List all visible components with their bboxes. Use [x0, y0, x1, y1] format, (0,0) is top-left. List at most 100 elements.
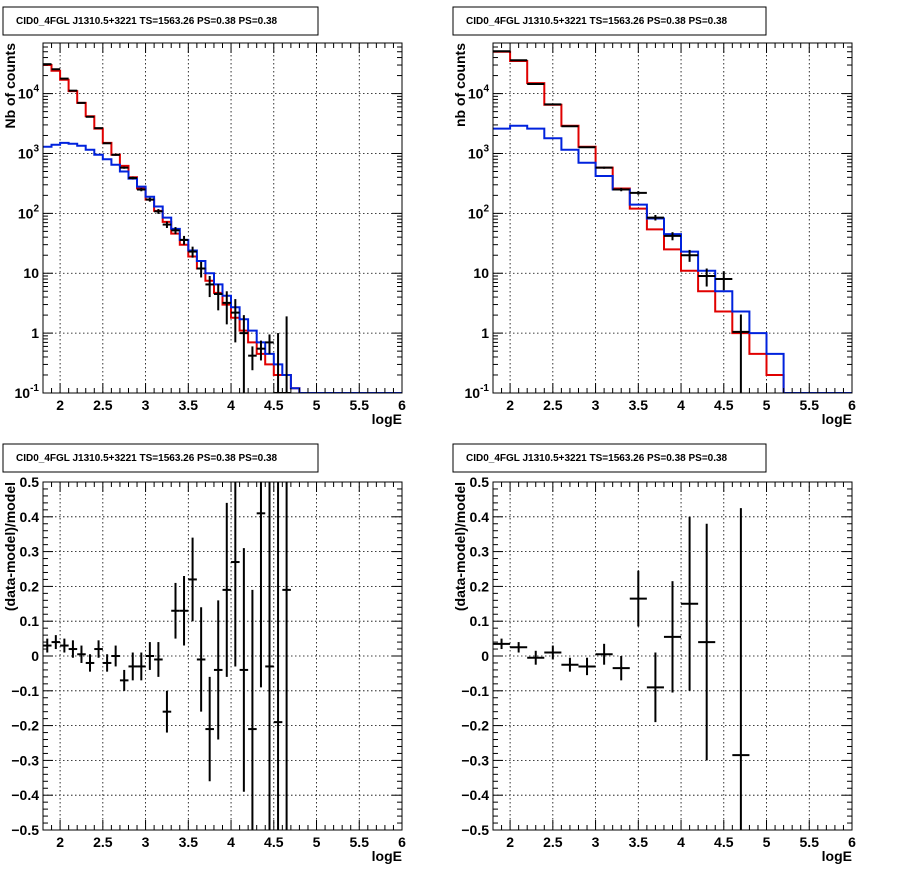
x-tick-label: 4 — [677, 834, 685, 850]
x-tick-label: 4.5 — [264, 397, 284, 413]
y-tick-label: 103 — [468, 143, 490, 161]
data-point — [145, 642, 155, 670]
x-tick-label: 5.5 — [350, 834, 370, 850]
data-point — [239, 548, 249, 792]
data-point — [578, 146, 596, 149]
data-point — [561, 125, 579, 128]
y-axis-label: nb of counts — [452, 43, 468, 127]
panel-title-box — [452, 6, 767, 36]
data-point — [213, 284, 223, 311]
data-point — [544, 645, 562, 660]
data-point — [196, 607, 206, 712]
x-tick-label: 3 — [592, 834, 600, 850]
y-tick-exponent: 3 — [483, 143, 489, 154]
panel-title-box — [2, 6, 319, 36]
x-tick-label: 2 — [56, 834, 64, 850]
ticks — [492, 42, 853, 394]
data-point — [248, 589, 257, 830]
source-model-histogram — [493, 124, 852, 393]
panel-title: CID0_4FGL J1310.5+3221 TS=1563.26 PS=0.3… — [16, 453, 278, 464]
x-axis-label: logE — [822, 411, 852, 427]
y-tick-label: 104 — [18, 84, 40, 102]
x-tick-label: 5.5 — [350, 397, 370, 413]
y-tick-exponent: -1 — [480, 383, 489, 394]
data-point — [595, 166, 613, 169]
panel-title: CID0_4FGL J1310.5+3221 TS=1563.26 PS=0.3… — [16, 16, 278, 27]
data-point — [119, 166, 129, 169]
data-point — [732, 314, 750, 393]
x-tick-label: 3.5 — [629, 397, 649, 413]
x-tick-label: 2 — [56, 397, 64, 413]
panel-2: CID0_4FGL J1310.5+3221 TS=1563.26 PS=0.3… — [452, 6, 856, 427]
data-point — [137, 187, 146, 192]
data-point — [102, 654, 112, 672]
data-point — [629, 191, 647, 195]
data-point — [595, 643, 613, 665]
y-tick-label: 0.4 — [470, 509, 490, 525]
total-model-histogram — [493, 50, 852, 393]
data-point — [43, 638, 52, 653]
plot-frame — [492, 42, 853, 394]
y-tick-label: 0.5 — [20, 474, 40, 490]
data-point — [544, 103, 562, 106]
data-point — [102, 142, 112, 145]
data-point — [681, 249, 699, 262]
panel-4: CID0_4FGL J1310.5+3221 TS=1563.26 PS=0.3… — [452, 443, 856, 864]
x-tick-label: 5 — [313, 397, 321, 413]
y-tick-base: 10 — [18, 86, 34, 102]
y-tick-base: 10 — [468, 86, 484, 102]
data-point — [231, 299, 240, 343]
x-tick-label: 2.5 — [93, 397, 113, 413]
y-tick-label: 10-1 — [465, 383, 490, 401]
data-point — [171, 227, 180, 235]
x-axis-label: logE — [372, 411, 402, 427]
x-tick-label: 6 — [398, 834, 406, 850]
y-tick-exponent: 4 — [483, 84, 489, 95]
data-point — [578, 657, 596, 676]
y-tick-label: 1 — [31, 325, 39, 341]
data-point — [612, 656, 630, 681]
y-tick-exponent: 2 — [33, 203, 39, 214]
y-axis-label: Nb of counts — [2, 43, 18, 129]
grid — [43, 43, 403, 394]
y-tick-base: 10 — [15, 385, 31, 401]
total-model-histogram — [43, 64, 402, 393]
y-tick-base: 10 — [18, 145, 34, 161]
data-point — [188, 537, 197, 622]
data-point — [493, 638, 511, 650]
x-tick-label: 4 — [227, 397, 235, 413]
y-axis-label: (data-model)/model — [2, 482, 18, 611]
data-point — [111, 153, 120, 156]
y-tick-label: −0.5 — [461, 822, 489, 838]
series-group — [43, 482, 291, 830]
y-tick-base: 10 — [465, 385, 481, 401]
y-tick-label: −0.2 — [461, 718, 489, 734]
x-tick-label: 5 — [763, 397, 771, 413]
data-point — [51, 635, 61, 650]
y-tick-label: 0.5 — [470, 474, 490, 490]
x-tick-label: 3.5 — [179, 834, 199, 850]
data-point — [239, 315, 249, 393]
y-tick-exponent: -1 — [30, 383, 39, 394]
data-point — [68, 640, 78, 658]
x-tick-label: 2 — [506, 397, 514, 413]
y-tick-label: 102 — [468, 203, 490, 221]
y-tick-exponent: 3 — [33, 143, 39, 154]
panel-3: CID0_4FGL J1310.5+3221 TS=1563.26 PS=0.3… — [2, 443, 406, 864]
y-tick-exponent: 4 — [33, 84, 39, 95]
x-tick-label: 5 — [763, 834, 771, 850]
y-tick-label: 0.3 — [470, 544, 490, 560]
data-point — [145, 197, 155, 202]
data-point — [179, 235, 189, 245]
data-point — [663, 232, 682, 241]
x-tick-label: 2.5 — [543, 397, 563, 413]
data-point — [681, 516, 699, 691]
data-point — [128, 652, 138, 681]
data-point — [265, 482, 274, 830]
data-point — [154, 209, 163, 214]
y-tick-label: 0.3 — [20, 544, 40, 560]
source-model-histogram — [43, 141, 402, 393]
y-tick-label: 104 — [468, 84, 490, 102]
grid — [43, 481, 403, 831]
data-point — [510, 642, 528, 653]
